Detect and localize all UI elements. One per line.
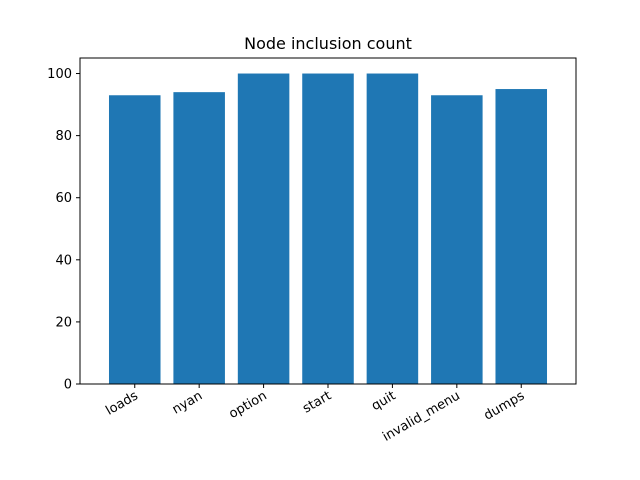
bar-quit — [366, 73, 419, 385]
bar-invalid-menu — [431, 95, 483, 384]
bar-dumps — [495, 89, 548, 385]
x-tick-label: dumps — [481, 388, 527, 423]
y-tick-label: 0 — [64, 378, 72, 393]
y-tick-label: 80 — [55, 129, 72, 144]
bar-start — [302, 73, 354, 385]
y-axis: 0 20 40 60 80 100 — [47, 67, 80, 393]
chart-title: Node inclusion count — [244, 34, 412, 53]
bar-option — [237, 73, 290, 385]
bar-loads — [108, 95, 161, 384]
plot-frame — [79, 57, 577, 385]
bars-group — [108, 73, 548, 385]
bar-nyan — [173, 92, 225, 385]
x-tick-label: quit — [369, 388, 398, 414]
x-tick-label: option — [226, 388, 269, 422]
x-tick-label: start — [300, 388, 334, 416]
y-tick-label: 40 — [55, 253, 72, 268]
y-tick-label: 100 — [47, 67, 72, 82]
x-tick-label: nyan — [170, 388, 205, 417]
x-tick-label: loads — [103, 388, 141, 418]
y-tick-label: 60 — [55, 191, 72, 206]
y-tick-label: 20 — [55, 315, 72, 330]
